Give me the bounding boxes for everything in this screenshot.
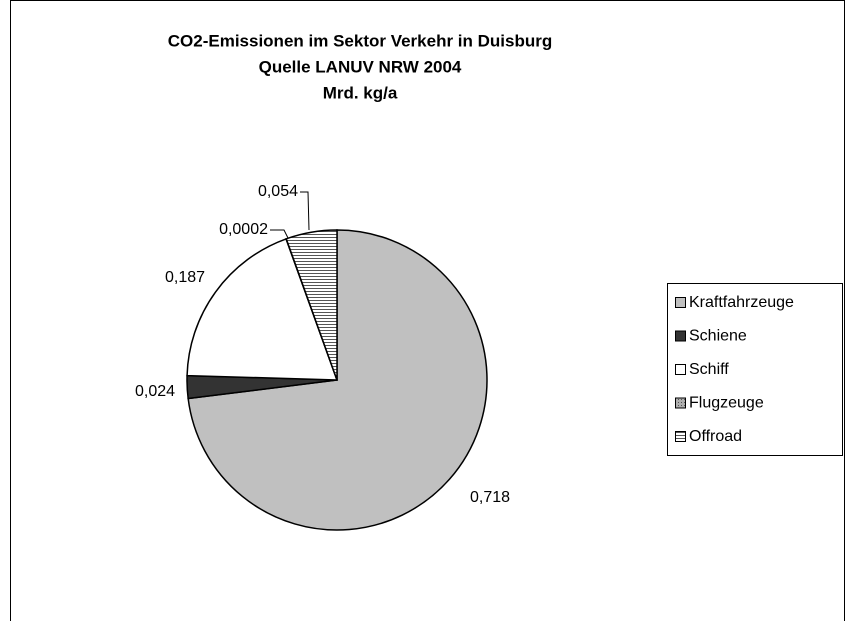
legend-swatch <box>675 330 686 342</box>
leader-line <box>300 191 310 231</box>
legend-label: Schiff <box>689 361 729 378</box>
data-label: 0,718 <box>470 489 510 506</box>
leader-line <box>270 229 290 241</box>
legend-label: Schiene <box>689 328 747 345</box>
chart-title: CO2-Emissionen im Sektor Verkehr in Duis… <box>168 31 553 50</box>
legend <box>667 283 843 456</box>
pie-slice <box>285 229 338 381</box>
legend-swatch <box>675 431 686 442</box>
legend-label: Flugzeuge <box>689 395 764 412</box>
chart-subtitle: Quelle LANUV NRW 2004 <box>259 57 462 76</box>
data-label: 0,054 <box>258 183 298 200</box>
data-label: 0,0002 <box>219 221 268 238</box>
chart-frame <box>10 0 845 621</box>
data-label: 0,024 <box>135 383 175 400</box>
legend-swatch <box>675 297 686 308</box>
chart-subtitle: Mrd. kg/a <box>323 83 398 102</box>
legend-swatch <box>675 397 686 409</box>
legend-label: Offroad <box>689 428 742 445</box>
data-label: 0,187 <box>165 269 205 286</box>
pie-slice <box>186 237 339 381</box>
legend-swatch <box>675 364 686 375</box>
legend-label: Kraftfahrzeuge <box>689 294 794 311</box>
